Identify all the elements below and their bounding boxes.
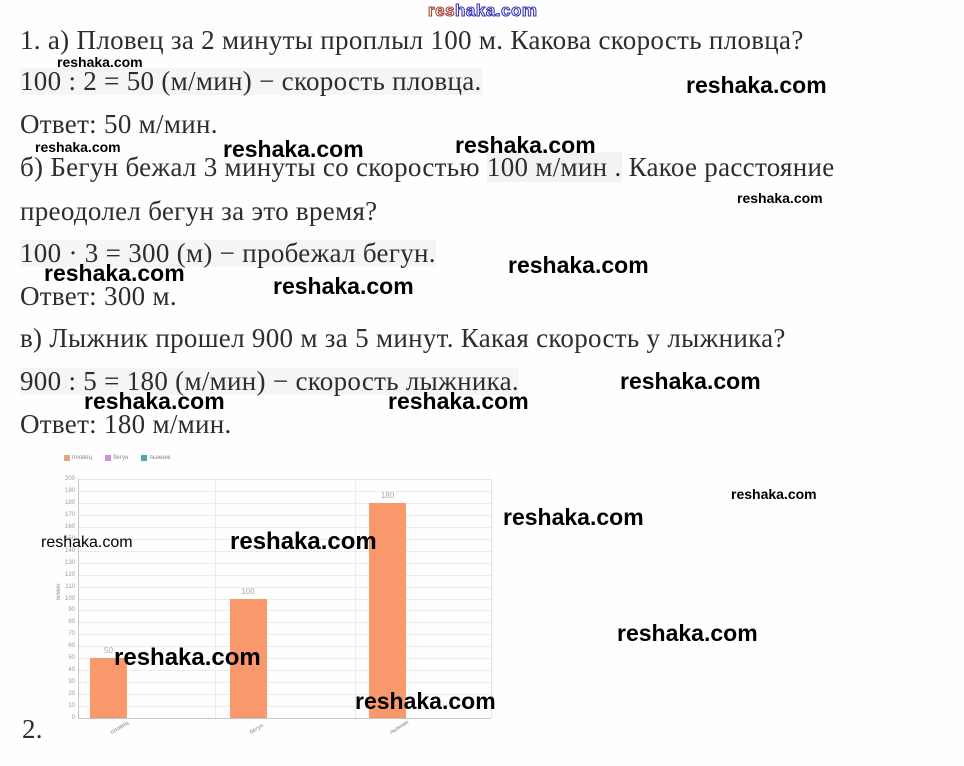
legend-item-plovec: пловец xyxy=(64,455,92,461)
y-axis-tick-label: 50 xyxy=(68,655,75,662)
y-gridline xyxy=(78,634,491,636)
part-b-answer: Ответ: 300 м. xyxy=(20,281,177,311)
watermark: reshaka.com xyxy=(455,132,596,158)
legend-label: бегун xyxy=(113,455,129,461)
y-gridline xyxy=(78,490,491,492)
y-gridline xyxy=(78,622,491,624)
y-axis-tick-label: 30 xyxy=(68,679,75,686)
y-gridline xyxy=(78,682,491,684)
watermark: reshaka.com xyxy=(114,644,261,671)
next-problem-number: 2. xyxy=(22,714,43,744)
legend-label: лыжник xyxy=(149,455,171,461)
bar-value-label: 180 xyxy=(380,490,395,500)
y-gridline xyxy=(78,562,491,564)
y-axis-tick-label: 20 xyxy=(68,691,75,698)
legend-item-begun: бегун xyxy=(105,455,128,461)
watermark: reshaka.com xyxy=(223,136,364,162)
part-a-answer: Ответ: 50 м/мин. xyxy=(20,109,218,139)
watermark: reshaka.com xyxy=(686,72,827,98)
part-a-equation: 100 : 2 = 50 (м/мин) − скорость пловца. xyxy=(20,66,482,96)
plot-top-border xyxy=(78,479,491,480)
watermark: reshaka.com xyxy=(355,688,496,714)
part-v-answer: Ответ: 180 м/мин. xyxy=(20,409,232,439)
watermark: reshaka.com xyxy=(508,252,649,278)
part-b-equation: 100 · 3 = 300 (м) − пробежал бегун. xyxy=(20,238,436,268)
y-gridline xyxy=(78,514,491,516)
watermark-part1: res xyxy=(427,1,456,20)
watermark: reshaka.com xyxy=(230,528,377,555)
watermark: reshaka.com xyxy=(388,388,529,414)
y-gridline xyxy=(78,574,491,576)
y-axis-tick-label: 10 xyxy=(68,703,75,710)
y-gridline xyxy=(78,502,491,504)
x-gridline xyxy=(214,479,216,718)
part-v-question: в) Лыжник прошел 900 м за 5 минут. Какая… xyxy=(20,323,786,353)
part-a-question: 1. а) Пловец за 2 минуты проплыл 100 м. … xyxy=(20,25,804,55)
part-b-question-post: Какое расстояние xyxy=(621,152,835,182)
watermark-part2: haka.com xyxy=(454,1,538,20)
part-b-question-line1: б) Бегун бежал 3 минуты со скоростью 100… xyxy=(20,152,835,182)
legend-swatch-icon xyxy=(141,455,148,461)
watermark: reshaka.com xyxy=(737,190,823,206)
watermark: reshaka.com xyxy=(84,388,225,414)
watermark: reshaka.com xyxy=(41,534,133,551)
y-axis-tick-label: 180 xyxy=(64,499,75,506)
y-axis-tick-label: 170 xyxy=(64,511,75,518)
part-b-question-pre: б) Бегун бежал 3 минуты со скоростью xyxy=(20,152,487,182)
watermark: reshaka.com xyxy=(731,486,817,502)
y-axis-tick-label: 160 xyxy=(64,523,75,530)
y-axis-tick-label: 70 xyxy=(68,631,75,638)
watermark: reshaka.com xyxy=(503,504,644,530)
y-gridline xyxy=(78,586,491,588)
y-axis-tick-label: 100 xyxy=(64,595,75,602)
x-axis-category-label: пловец xyxy=(109,720,130,736)
watermark: reshaka.com xyxy=(617,620,758,646)
y-axis-tick-label: 200 xyxy=(64,476,75,482)
legend-swatch-icon xyxy=(64,455,70,461)
x-axis-category-label: бегун xyxy=(248,722,265,736)
legend-swatch-icon xyxy=(105,455,112,461)
x-gridline xyxy=(355,479,356,718)
plot-right-border xyxy=(491,479,492,718)
watermark: reshaka.com xyxy=(35,139,121,155)
part-b-question-math: 100 м/мин . xyxy=(486,152,622,182)
x-axis-category-label: лыжник xyxy=(388,719,410,736)
legend-label: пловец xyxy=(72,455,93,461)
y-axis-tick-label: 120 xyxy=(64,571,75,578)
y-axis-line xyxy=(78,479,79,718)
y-axis-tick-label: 130 xyxy=(64,559,75,566)
x-axis-line xyxy=(78,718,491,719)
y-gridline xyxy=(78,479,491,480)
y-axis-tick-label: 90 xyxy=(68,607,75,614)
part-v-equation: 900 : 5 = 180 (м/мин) − скорость лыжника… xyxy=(20,366,519,396)
y-axis-title: м/мин xyxy=(56,583,62,600)
y-gridline xyxy=(78,598,491,600)
y-gridline xyxy=(78,610,491,612)
y-axis-tick-label: 110 xyxy=(65,583,75,590)
y-axis-tick-label: 40 xyxy=(68,667,75,674)
y-axis-tick-label: 190 xyxy=(64,487,75,494)
y-axis-tick-label: 60 xyxy=(68,643,75,650)
watermark: reshaka.com xyxy=(273,273,414,299)
watermark: reshaka.com xyxy=(44,260,185,286)
part-b-question-line2: преодолел бегун за это время? xyxy=(20,196,378,226)
chart-legend: пловец бегун лыжник xyxy=(64,455,170,461)
watermark: reshaka.com xyxy=(620,368,761,394)
bar-value-label: 100 xyxy=(241,586,255,596)
legend-item-lyzhnik: лыжник xyxy=(141,455,170,461)
y-axis-tick-label: 80 xyxy=(68,619,75,626)
watermark: reshaka.com xyxy=(427,1,538,20)
watermark: reshaka.com xyxy=(57,54,143,70)
y-axis-tick-label: 0 xyxy=(71,715,75,721)
